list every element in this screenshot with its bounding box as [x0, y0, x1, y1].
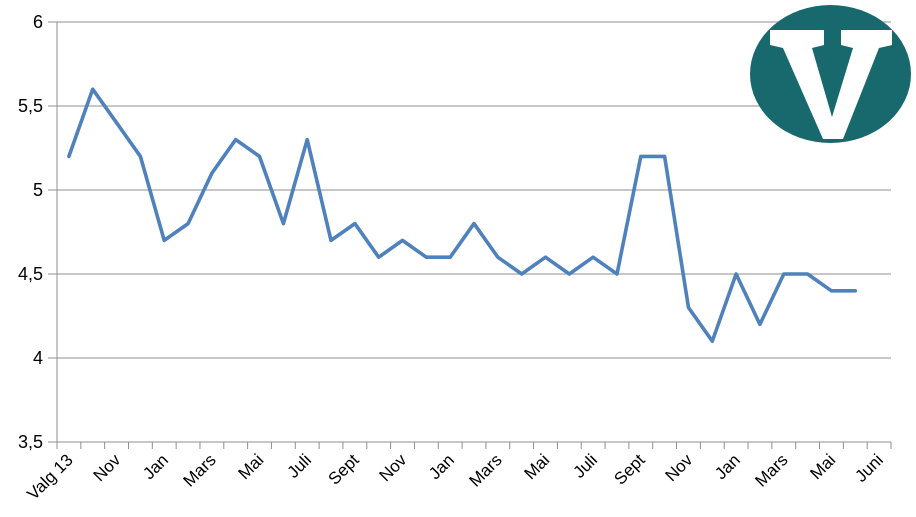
y-tick-label: 6	[33, 12, 43, 32]
x-tick-label: Nov	[376, 450, 411, 485]
data-series	[67, 87, 858, 344]
x-tick-label: Juli	[569, 450, 600, 481]
x-tick-label: Mars	[466, 450, 506, 490]
x-tick-label: Mai	[806, 450, 839, 483]
series-line	[67, 87, 858, 344]
x-axis-ticks	[56, 442, 892, 449]
venstre-logo	[750, 5, 911, 143]
y-tick-label: 5,5	[18, 96, 43, 116]
logo-letter-v-icon	[770, 30, 892, 139]
x-tick-label: Sept	[610, 450, 648, 488]
x-axis-labels: Valg 13 Nov Jan Mars Mai Juli Sept Nov Jan Mars Ma…	[23, 450, 886, 504]
x-tick-label: Nov	[90, 450, 125, 485]
x-tick-label: Mai	[521, 450, 554, 483]
x-tick-label: Mars	[751, 450, 791, 490]
y-tick-label: 5	[33, 180, 43, 200]
x-tick-label: Juli	[284, 450, 315, 481]
x-tick-label: Valg 13	[23, 450, 76, 503]
y-axis-labels: 6 5,5 5 4,5 4 3,5	[18, 12, 43, 452]
y-tick-label: 3,5	[18, 432, 43, 452]
y-tick-label: 4	[33, 348, 43, 368]
x-tick-label: Mars	[180, 450, 220, 490]
x-tick-label: Jan	[425, 450, 458, 483]
x-tick-label: Sept	[325, 450, 363, 488]
x-tick-label: Jan	[139, 450, 172, 483]
x-tick-label: Mai	[235, 450, 268, 483]
x-tick-label: Juni	[851, 450, 886, 485]
x-tick-label: Jan	[711, 450, 744, 483]
gridlines	[48, 21, 891, 443]
y-tick-label: 4,5	[18, 264, 43, 284]
x-tick-label: Nov	[661, 450, 696, 485]
